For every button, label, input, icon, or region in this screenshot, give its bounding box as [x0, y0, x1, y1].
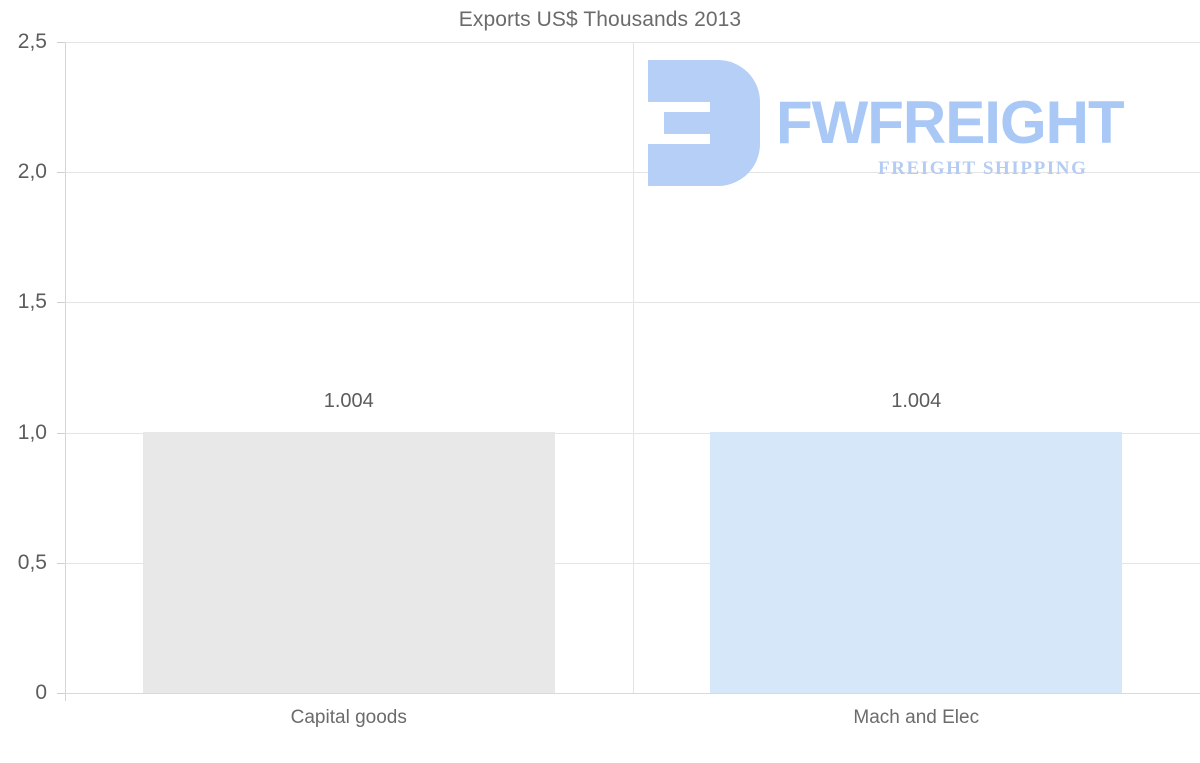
gridline — [65, 562, 1200, 564]
y-axis-label: 0,5 — [17, 550, 47, 574]
y-tick-mark — [57, 432, 65, 434]
y-tick-mark — [57, 172, 65, 174]
gridline — [65, 693, 1200, 694]
x-axis-label: Mach and Elec — [853, 707, 980, 728]
bar[interactable] — [142, 431, 555, 693]
category-divider — [633, 42, 634, 693]
gridline — [65, 42, 1200, 43]
y-axis-line — [65, 42, 66, 701]
y-axis-label: 2,0 — [17, 160, 47, 184]
bar[interactable] — [710, 431, 1123, 693]
y-tick-mark — [57, 562, 65, 564]
y-tick-mark — [57, 302, 65, 304]
y-tick-mark — [57, 693, 65, 694]
bar-value-label: 1.004 — [323, 389, 374, 412]
plot-area — [65, 42, 1200, 694]
chart-title: Exports US$ Thousands 2013 — [458, 8, 742, 31]
y-axis-label: 0 — [35, 681, 47, 704]
y-axis-label: 2,5 — [17, 30, 47, 53]
y-axis-label: 1,5 — [17, 290, 47, 314]
bar-value-label: 1.004 — [891, 389, 942, 412]
x-axis-label: Capital goods — [290, 707, 407, 728]
y-tick-mark — [57, 42, 65, 43]
gridline — [65, 172, 1200, 174]
gridline — [65, 432, 1200, 434]
y-axis-label: 1,0 — [17, 420, 47, 444]
gridline — [65, 302, 1200, 304]
